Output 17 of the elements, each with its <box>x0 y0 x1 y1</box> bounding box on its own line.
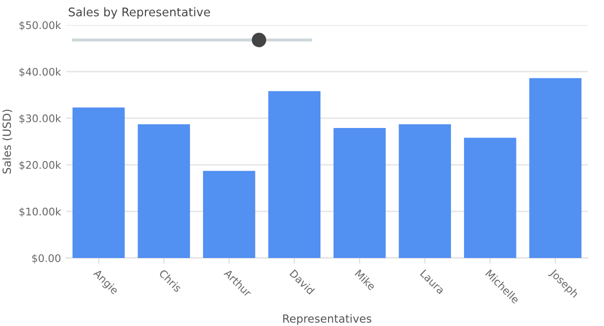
bar <box>529 78 582 258</box>
bar <box>268 91 320 258</box>
bar <box>203 170 256 258</box>
y-tick-label: $10.00k <box>20 207 62 217</box>
y-tick-label: $30.00k <box>20 114 62 124</box>
x-axis-title: Representatives <box>283 314 372 325</box>
y-tick-label: $20.00k <box>20 160 62 170</box>
y-tick-label: $50.00k <box>20 21 62 30</box>
y-axis-title: Sales (USD) <box>2 110 12 174</box>
bar <box>72 107 125 258</box>
bar <box>398 124 451 258</box>
bar <box>138 124 190 258</box>
bar <box>464 138 516 258</box>
chart-title: Sales by Representative <box>68 7 210 19</box>
y-tick-label: $40.00k <box>20 68 62 78</box>
bar <box>334 128 386 258</box>
y-tick-label: $0.00 <box>32 254 60 264</box>
